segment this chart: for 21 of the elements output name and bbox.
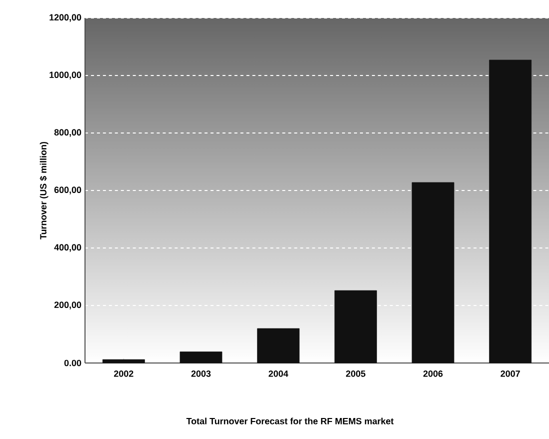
y-tick-label: 1200,00 (50, 14, 82, 22)
bar (102, 359, 145, 364)
bar (489, 60, 532, 364)
text: Total Turnover Forecast for the RF MEMS market (186, 418, 394, 424)
x-tick-label: 2007 (500, 370, 520, 377)
x-tick-label: 2003 (191, 370, 211, 377)
y-tick-label: 1000,00 (50, 72, 82, 80)
bar (412, 182, 454, 364)
bar (257, 328, 300, 364)
y-axis-title: Turnover (US $ million) (40, 142, 48, 240)
x-tick-label: 2004 (268, 370, 288, 377)
y-tick-label: 400,00 (54, 244, 82, 252)
x-tick-label: 2006 (423, 370, 443, 377)
x-tick-label: 2002 (114, 370, 134, 377)
bar (180, 352, 222, 364)
y-tick-label: 0.00 (64, 360, 82, 366)
y-tick-label: 600,00 (54, 186, 82, 194)
bar (334, 290, 377, 364)
y-tick-label: 200,00 (54, 302, 82, 310)
x-tick-label: 2005 (346, 370, 366, 377)
y-tick-label: 800,00 (54, 129, 82, 137)
